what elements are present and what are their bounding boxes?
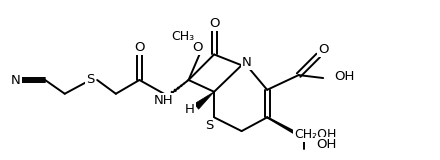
Text: N: N [242, 56, 251, 69]
Text: N: N [11, 73, 21, 87]
Text: OH: OH [316, 138, 337, 151]
Text: S: S [205, 119, 213, 132]
Text: H: H [185, 103, 194, 116]
Text: CH₂OH: CH₂OH [294, 128, 337, 140]
Text: O: O [209, 16, 220, 29]
Text: OH: OH [334, 70, 354, 83]
Text: NH: NH [154, 94, 174, 107]
Text: O: O [318, 43, 328, 56]
Text: CH₃: CH₃ [171, 30, 194, 43]
Text: S: S [86, 72, 95, 85]
Polygon shape [194, 92, 214, 109]
Text: O: O [192, 41, 203, 54]
Text: O: O [134, 41, 145, 54]
